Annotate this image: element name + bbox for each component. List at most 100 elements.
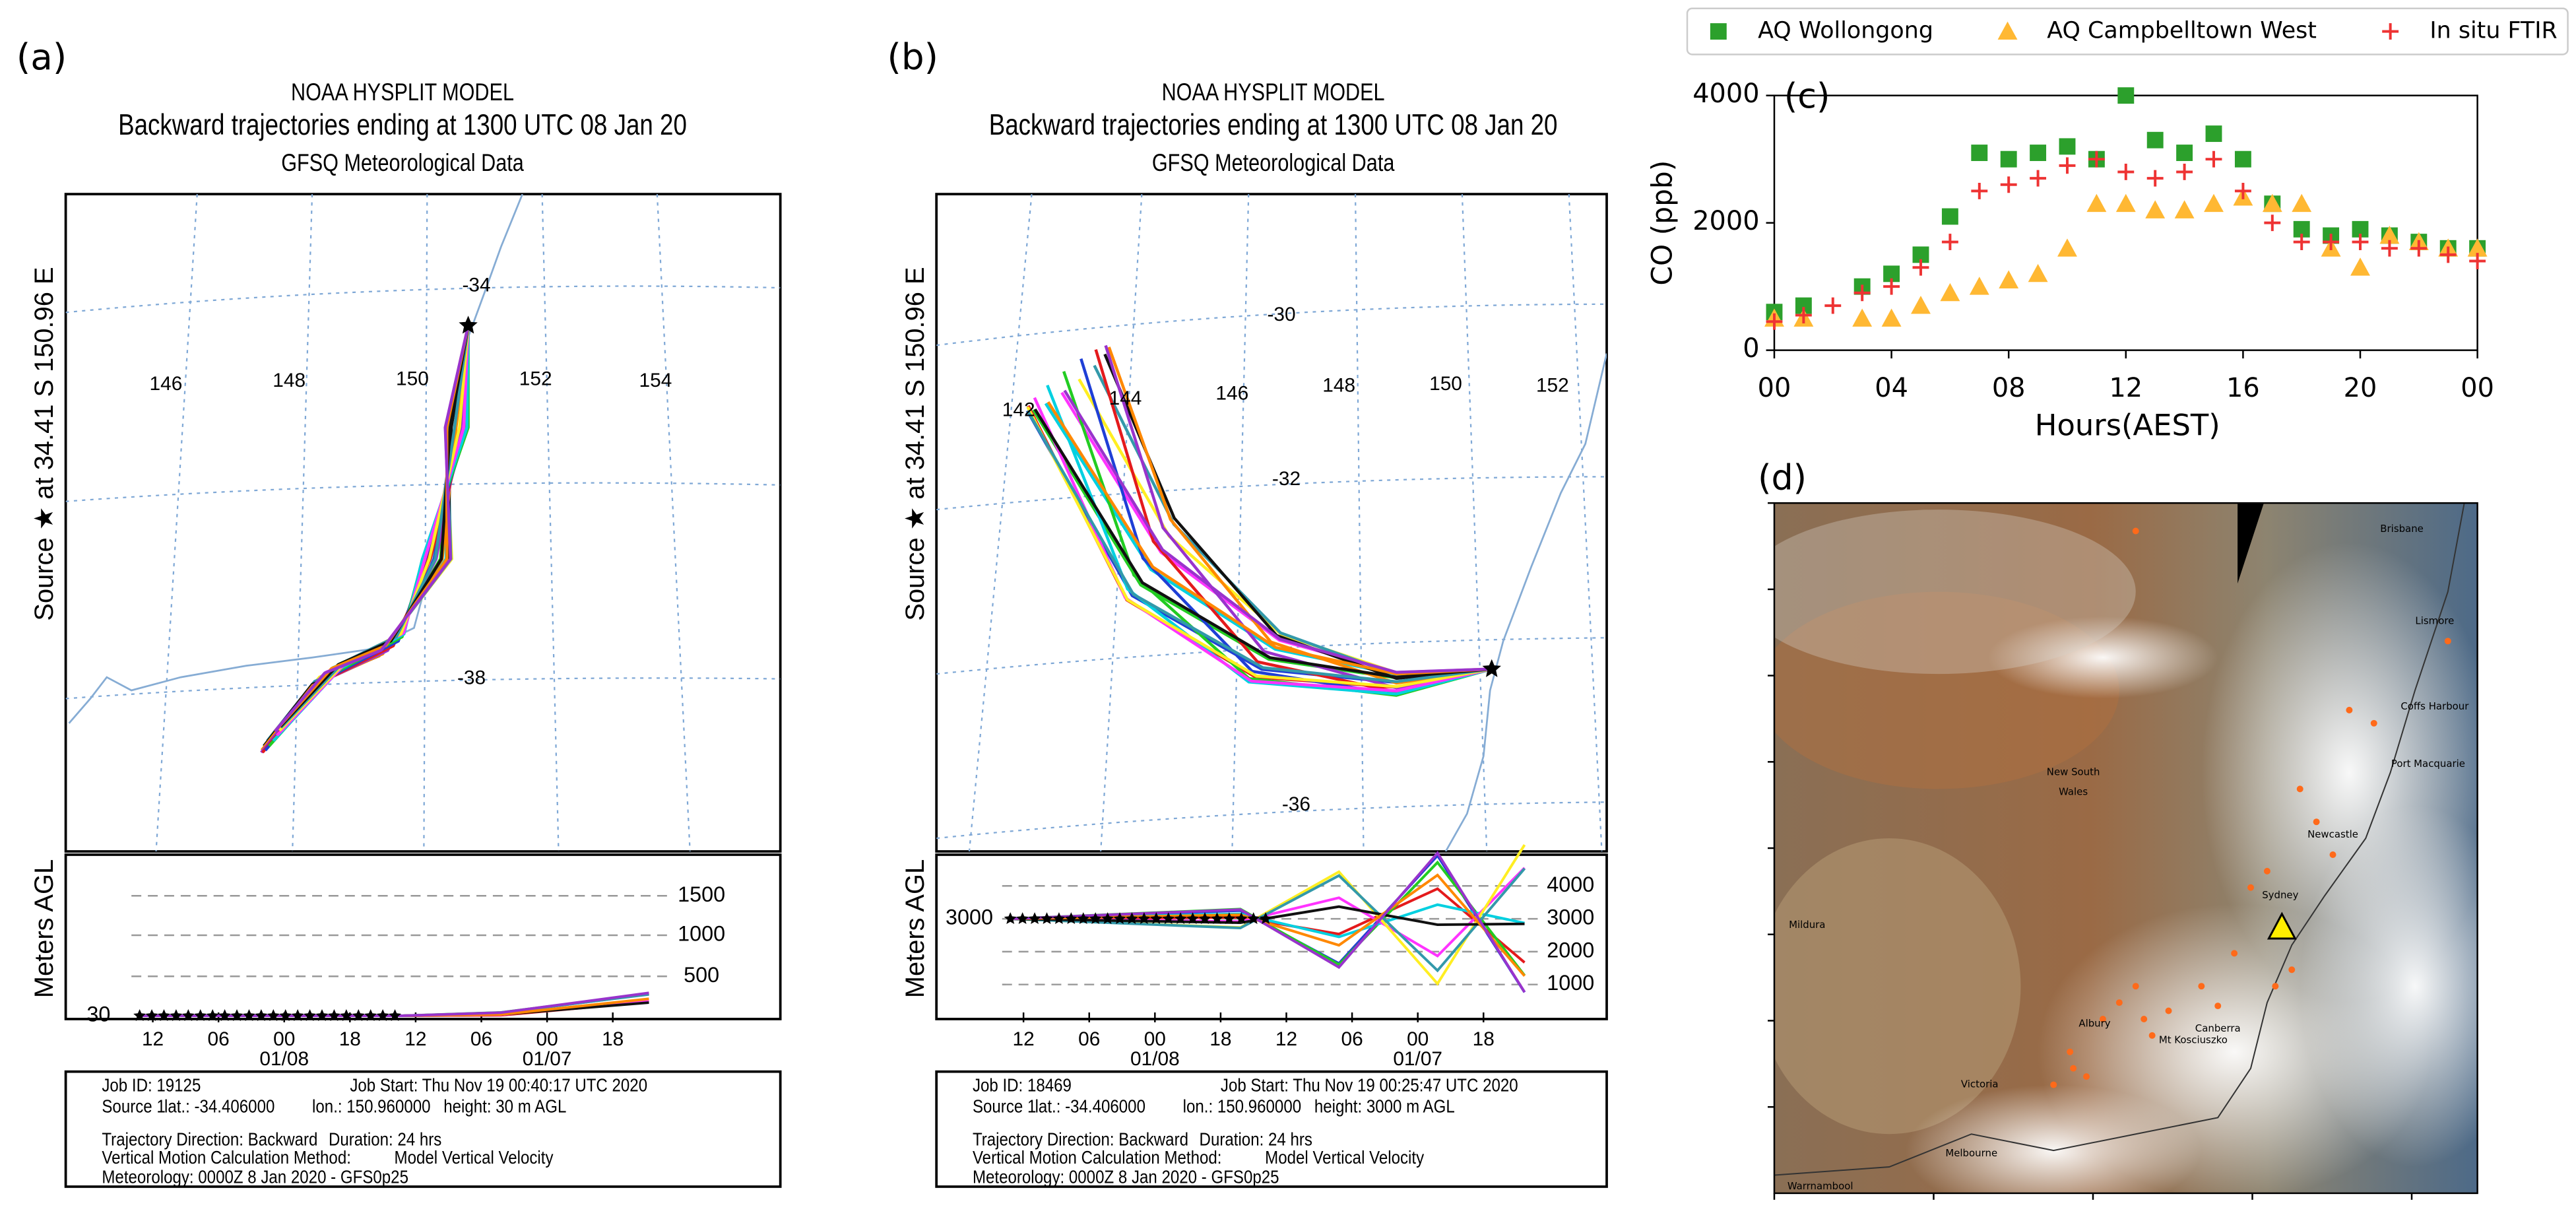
source-star	[230, 1009, 243, 1021]
source-star	[1186, 912, 1200, 925]
trajectory	[1079, 358, 1493, 696]
data-point	[2439, 246, 2457, 263]
trajectory	[1104, 345, 1493, 690]
trajectory	[1103, 353, 1492, 680]
source-star	[133, 1009, 146, 1021]
time-label: 18	[1473, 1028, 1495, 1050]
job-info: lat.: -34.406000	[164, 1097, 274, 1117]
job-info: lat.: -34.406000	[1035, 1097, 1145, 1117]
fire	[2083, 1073, 2090, 1080]
data-point	[2117, 87, 2135, 104]
grid-line	[936, 801, 1607, 840]
fire	[2296, 785, 2303, 793]
place-label: Albury	[2078, 1017, 2110, 1029]
lat-label: -38	[457, 667, 486, 688]
legend-box	[1686, 7, 2569, 55]
source-star	[145, 1009, 158, 1021]
legend-label: AQ Wollongong	[1758, 18, 1933, 44]
fire	[2272, 983, 2279, 990]
job-info: height: 30 m AGL	[443, 1097, 566, 1117]
source-star	[1174, 912, 1187, 925]
fire	[2198, 983, 2205, 990]
data-point	[2323, 234, 2340, 251]
source-star	[1138, 912, 1151, 925]
place-label: Coffs Harbour	[2400, 700, 2469, 712]
info-frame	[935, 1070, 1608, 1188]
time-label: 00	[1144, 1028, 1166, 1050]
source-star	[291, 1009, 304, 1021]
cloud	[1987, 616, 2218, 699]
trajectories	[260, 325, 470, 754]
data-point	[2469, 253, 2486, 270]
y-tick-label: 0	[1743, 333, 1759, 364]
height-label: 500	[684, 963, 719, 987]
data-point	[2204, 193, 2224, 213]
time-label: 18	[1209, 1028, 1231, 1050]
grid-line	[968, 194, 1033, 852]
x-tick-label: 20	[2344, 373, 2377, 403]
fire	[2444, 638, 2451, 645]
place-label: New South	[2047, 766, 2100, 778]
info-frame	[64, 1070, 782, 1188]
grid-line	[1568, 194, 1603, 852]
place-label: Victoria	[1961, 1078, 1999, 1090]
job-info: Model Vertical Velocity	[395, 1148, 554, 1168]
height-axis-label: Meters AGL	[30, 859, 59, 998]
lon-label: 146	[1215, 383, 1248, 405]
data-point	[2467, 238, 2488, 257]
data-point	[2293, 234, 2310, 251]
source-star	[1198, 912, 1211, 925]
data-point	[2115, 193, 2136, 213]
map-b	[936, 194, 1607, 852]
job-info: Source 1	[102, 1097, 165, 1117]
height-label: 2000	[1547, 938, 1594, 962]
fire	[2346, 706, 2353, 713]
trajectories	[1025, 345, 1493, 697]
place-label: Warrnambool	[1787, 1180, 1853, 1192]
plain	[1774, 838, 2021, 1135]
grid-line	[1461, 194, 1488, 852]
lon-label: 144	[1109, 387, 1142, 409]
data-point	[2146, 170, 2164, 187]
x-tick-label: 00	[1758, 373, 1791, 403]
job-info: height: 3000 m AGL	[1314, 1097, 1455, 1117]
trajectory	[1033, 408, 1492, 679]
time-label: 00	[536, 1028, 558, 1050]
source-star	[1028, 912, 1041, 925]
grid-line	[65, 482, 781, 502]
source-star	[242, 1009, 255, 1021]
data-point	[2145, 200, 2166, 218]
time-label: 00	[273, 1028, 295, 1050]
source-star	[181, 1009, 195, 1021]
data-point	[2262, 193, 2282, 213]
data-point	[1853, 284, 1871, 302]
lon-label: 146	[150, 373, 183, 395]
chart-title: (c)	[1784, 77, 1830, 117]
data-point	[1852, 308, 1873, 327]
trajectory	[1107, 347, 1493, 685]
data-point	[2292, 193, 2312, 213]
place-label: Wales	[2059, 785, 2088, 797]
fire	[2099, 1015, 2106, 1022]
height-frame	[935, 853, 1608, 1020]
data-point	[2205, 125, 2222, 143]
panel-label: (a)	[16, 36, 67, 78]
data-point	[1941, 208, 1958, 225]
height-label: 1000	[1547, 971, 1594, 995]
date-label: 01/08	[259, 1048, 309, 1070]
source-star	[459, 315, 478, 334]
source-star	[206, 1009, 219, 1021]
x-tick-label: 08	[1992, 373, 2026, 403]
data-point	[2059, 138, 2076, 155]
y-tick-label: 4000	[1692, 79, 1759, 109]
height-label: 4000	[1547, 873, 1594, 896]
fire	[2132, 983, 2139, 990]
source-star	[1041, 912, 1053, 925]
job-info: Job Start: Thu Nov 19 00:25:47 UTC 2020	[1221, 1076, 1518, 1096]
grid-line	[65, 285, 781, 314]
source-star	[1077, 912, 1090, 925]
time-label: 12	[1013, 1028, 1035, 1050]
fire	[2231, 950, 2238, 957]
lon-label: 150	[396, 368, 429, 389]
